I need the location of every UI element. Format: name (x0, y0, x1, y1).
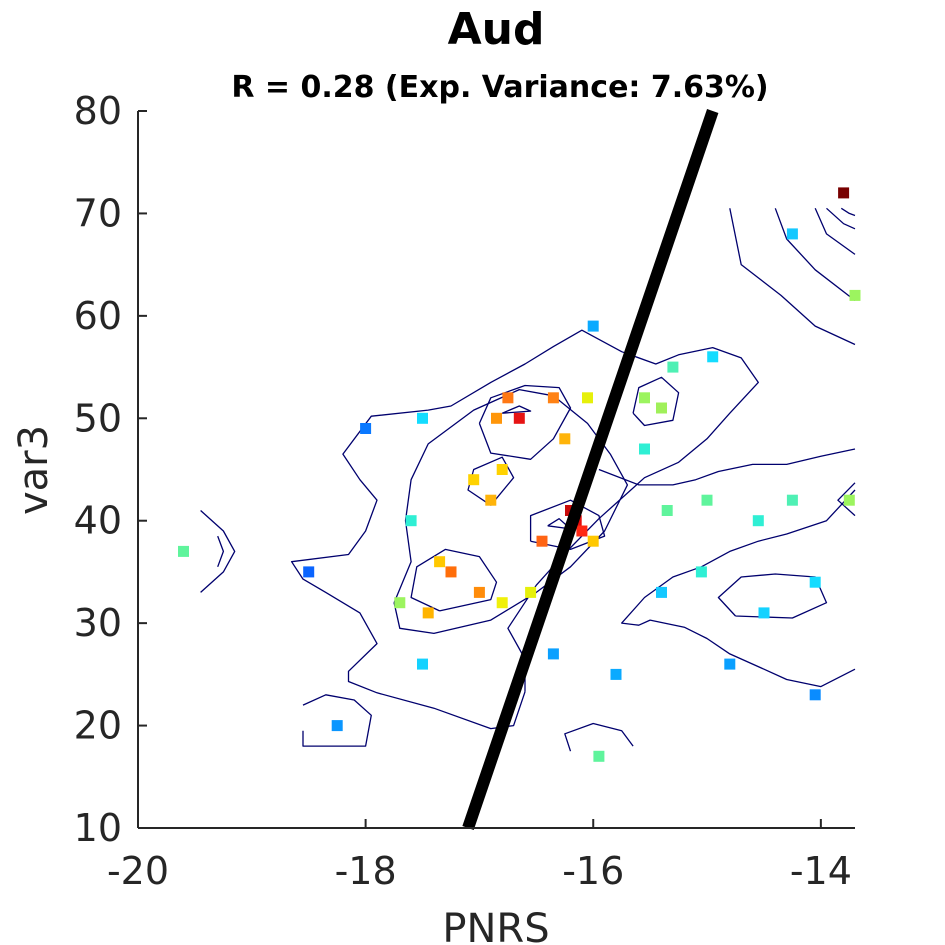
contour-line (774, 208, 856, 302)
data-point (513, 412, 525, 424)
regression-line (462, 109, 719, 830)
data-point (587, 535, 599, 547)
data-point (656, 586, 667, 598)
data-point (582, 392, 593, 404)
contour-line (290, 329, 759, 730)
data-point (417, 412, 428, 424)
contour-line (837, 482, 856, 517)
y-tick-label: 50 (74, 396, 122, 440)
contour-line (621, 489, 856, 688)
data-point (639, 392, 650, 404)
contour-line (200, 510, 236, 593)
y-tick-label: 70 (74, 191, 122, 235)
data-point (485, 494, 497, 506)
data-point (331, 720, 343, 732)
data-point (525, 586, 537, 598)
x-axis-label: PNRS (442, 906, 549, 945)
x-tick-label: -14 (790, 849, 852, 893)
data-point (593, 750, 605, 762)
contour-line (826, 207, 856, 230)
data-point (758, 607, 770, 619)
x-tick-label: -18 (335, 849, 397, 893)
y-tick-label: 40 (74, 499, 122, 543)
contour-line (547, 518, 572, 530)
data-point (536, 535, 548, 547)
data-point (701, 494, 713, 506)
data-point (473, 586, 485, 598)
data-point (405, 515, 417, 527)
contour-line (729, 208, 856, 346)
contour-line (478, 384, 572, 460)
data-point (639, 443, 650, 455)
y-tick-label: 10 (74, 806, 122, 850)
data-point (547, 392, 559, 404)
data-point (468, 474, 480, 486)
data-point (707, 351, 719, 363)
data-point (547, 648, 559, 660)
data-point (445, 566, 457, 578)
data-point (434, 556, 446, 568)
data-point (786, 494, 798, 506)
y-tick-label: 60 (74, 294, 122, 338)
data-point (360, 423, 372, 434)
chart-title: Aud (448, 4, 545, 55)
data-point (656, 402, 667, 414)
regression-line-path (462, 109, 719, 830)
data-point (809, 689, 821, 701)
y-tick-label: 80 (74, 89, 122, 133)
contour-line (598, 448, 856, 486)
contour-line (717, 573, 828, 619)
data-point (559, 433, 571, 445)
data-point (752, 515, 764, 527)
data-point (667, 361, 679, 373)
data-point (496, 464, 508, 475)
data-point (496, 597, 508, 609)
chart-subtitle: R = 0.28 (Exp. Variance: 7.63%) (231, 70, 768, 105)
data-point (809, 576, 821, 588)
x-tick-label: -20 (107, 849, 169, 893)
contour-line (501, 405, 532, 414)
x-tick-label: -16 (562, 849, 624, 893)
contour-line (632, 376, 680, 427)
contour-line (564, 722, 634, 752)
contour-line (529, 499, 606, 551)
contour-line (302, 694, 372, 747)
data-point (417, 658, 428, 670)
data-point (610, 668, 622, 680)
data-point (786, 228, 798, 240)
data-point (394, 597, 406, 609)
contour-line (410, 548, 498, 612)
y-tick-label: 20 (74, 704, 122, 748)
data-point (587, 320, 599, 332)
y-axis-label: var3 (11, 425, 57, 515)
contour-line (840, 207, 856, 217)
data-point (422, 607, 434, 619)
contour-line (814, 208, 856, 255)
contour-line (217, 535, 225, 568)
data-point (178, 545, 189, 557)
data-point (303, 566, 315, 578)
data-point (849, 289, 861, 301)
data-point (838, 187, 850, 199)
data-point (695, 566, 707, 578)
contour-line (467, 456, 515, 506)
data-point (502, 392, 514, 404)
data-point (661, 505, 673, 516)
data-point (724, 658, 736, 670)
data-point (491, 412, 502, 424)
data-point (843, 494, 855, 506)
axes: 10 20 30 40 50 60 70 80 -20 -18 -16 -14 (74, 89, 855, 893)
y-tick-label: 30 (74, 601, 122, 645)
data-point (576, 525, 588, 537)
